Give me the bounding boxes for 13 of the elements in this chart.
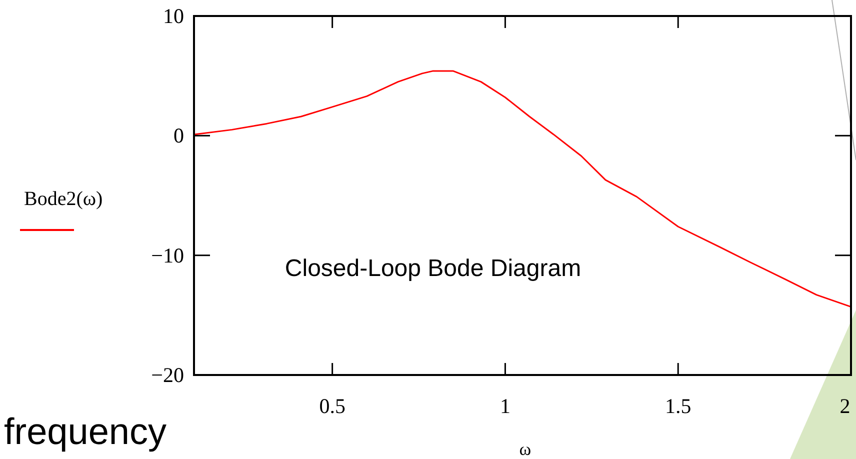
text: Bode2(ω) [24, 188, 103, 210]
x-axis-title: ω [519, 439, 532, 459]
y-tick-label: −20 [151, 363, 184, 387]
annotation: Closed-Loop Bode Diagram [284, 255, 582, 282]
y-tick-label: 10 [163, 4, 184, 28]
x-tick-label: 1 [500, 394, 510, 418]
x-tick-label: 1.5 [664, 394, 692, 418]
x-tick-label: 2 [840, 394, 850, 418]
y-tick-label: 0 [174, 124, 184, 148]
x-tick-label: 0.5 [319, 394, 346, 418]
y-tick-label: −10 [151, 243, 184, 268]
line-series [193, 70, 852, 308]
text: frequency [4, 411, 167, 452]
